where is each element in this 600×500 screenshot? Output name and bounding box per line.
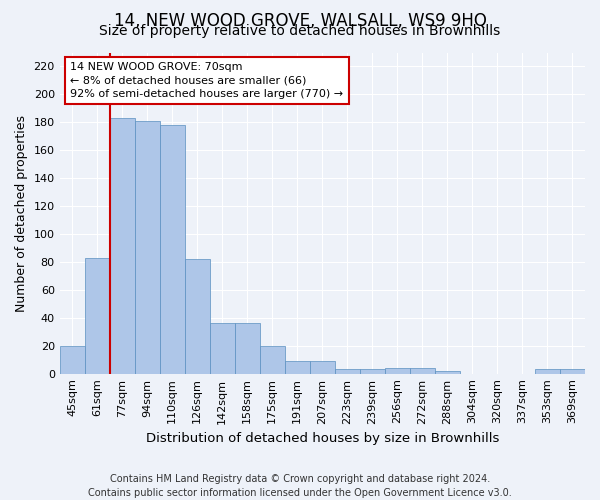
Bar [110, 118, 135, 374]
Bar [185, 259, 210, 374]
X-axis label: Distribution of detached houses by size in Brownhills: Distribution of detached houses by size … [146, 432, 499, 445]
Bar [235, 324, 260, 374]
Text: Contains HM Land Registry data © Crown copyright and database right 2024.
Contai: Contains HM Land Registry data © Crown c… [88, 474, 512, 498]
Text: 14 NEW WOOD GROVE: 70sqm
← 8% of detached houses are smaller (66)
92% of semi-de: 14 NEW WOOD GROVE: 70sqm ← 8% of detache… [70, 62, 343, 98]
Text: 14, NEW WOOD GROVE, WALSALL, WS9 9HQ: 14, NEW WOOD GROVE, WALSALL, WS9 9HQ [113, 12, 487, 30]
Bar [210, 324, 235, 374]
Bar [385, 368, 410, 374]
Bar [285, 361, 310, 374]
Bar [260, 346, 285, 374]
Bar [135, 121, 160, 374]
Bar [85, 258, 110, 374]
Bar [435, 371, 460, 374]
Bar [335, 370, 360, 374]
Bar [560, 370, 585, 374]
Bar [59, 346, 85, 374]
Bar [535, 370, 560, 374]
Bar [410, 368, 435, 374]
Bar [310, 361, 335, 374]
Bar [160, 125, 185, 374]
Bar [360, 370, 385, 374]
Y-axis label: Number of detached properties: Number of detached properties [15, 114, 28, 312]
Text: Size of property relative to detached houses in Brownhills: Size of property relative to detached ho… [100, 24, 500, 38]
